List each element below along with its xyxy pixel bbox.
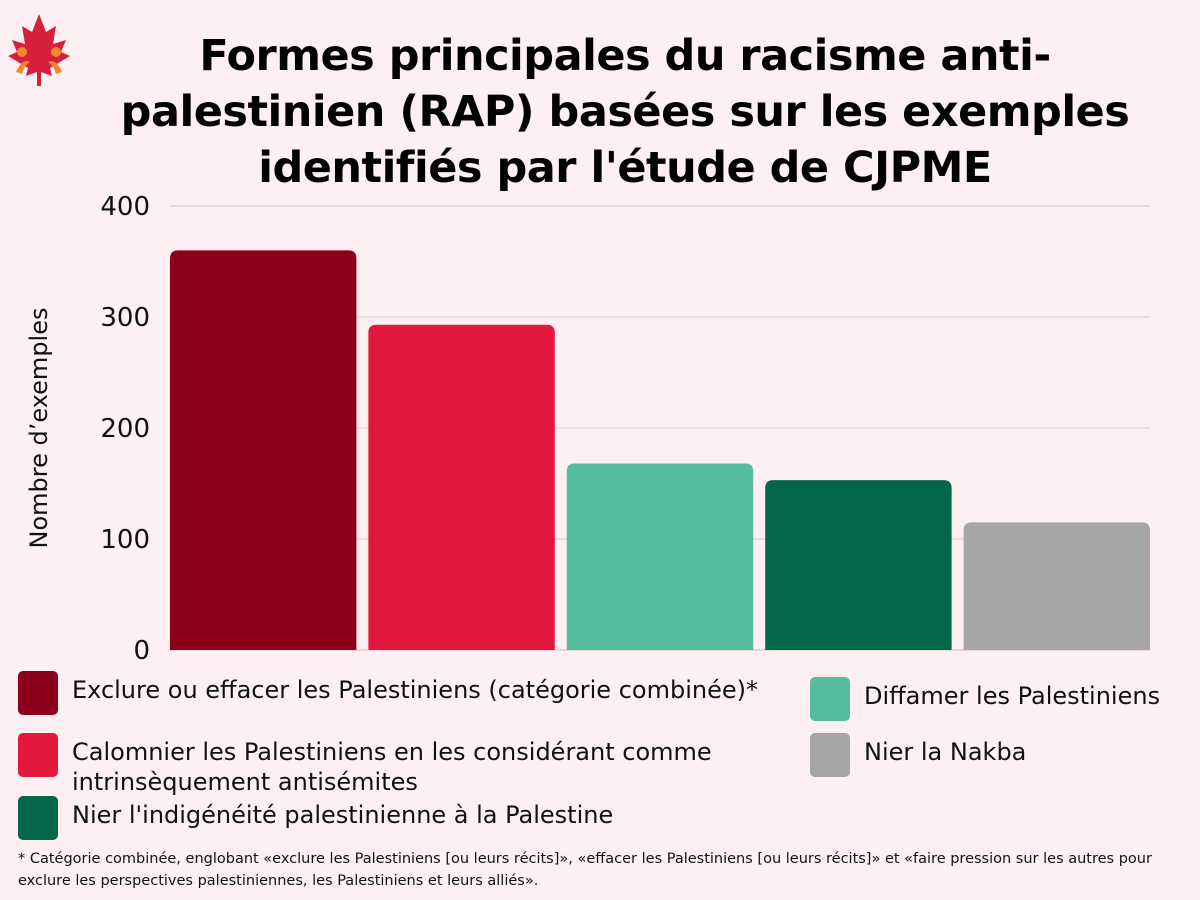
legend-label: Exclure ou effacer les Palestiniens (cat… (72, 676, 758, 704)
bar (566, 463, 754, 650)
legend-swatch (810, 677, 850, 721)
bar (170, 250, 357, 650)
y-tick-label: 200 (100, 414, 150, 444)
chart-title: Formes principales du racisme anti-pales… (120, 31, 1130, 193)
bar (963, 522, 1150, 650)
maple-leaf-logo-icon (8, 14, 70, 86)
bar (368, 324, 555, 650)
legend-label: Diffamer les Palestiniens (864, 682, 1161, 710)
legend-swatch (18, 796, 58, 840)
legend-label: Nier l'indigénéité palestinienne à la Pa… (72, 801, 614, 829)
legend-swatch (18, 733, 58, 777)
legend-item-diffamer: Diffamer les Palestiniens (810, 677, 1190, 721)
legend-label: Nier la Nakba (864, 738, 1027, 766)
legend-swatch (18, 671, 58, 715)
y-tick-label: 100 (100, 525, 150, 555)
y-axis-label: Nombre d’exemples (25, 308, 53, 549)
footnote: * Catégorie combinée, englobant «exclure… (18, 851, 1152, 889)
legend-item-indigeneite: Nier l'indigénéité palestinienne à la Pa… (18, 796, 798, 840)
y-tick-label: 400 (100, 192, 150, 222)
bar-chart: 0 100 200 300 400 Nombre d’exemples (25, 192, 1150, 666)
legend-label: Calomnier les Palestiniens en les consid… (72, 738, 712, 796)
y-tick-label: 0 (133, 636, 150, 666)
y-tick-label: 300 (100, 303, 150, 333)
legend-item-calomnier: Calomnier les Palestiniens en les consid… (18, 733, 798, 797)
legend-swatch (810, 733, 850, 777)
legend-item-exclure: Exclure ou effacer les Palestiniens (cat… (18, 671, 798, 715)
bar (765, 480, 952, 650)
legend-item-nakba: Nier la Nakba (810, 733, 1190, 777)
